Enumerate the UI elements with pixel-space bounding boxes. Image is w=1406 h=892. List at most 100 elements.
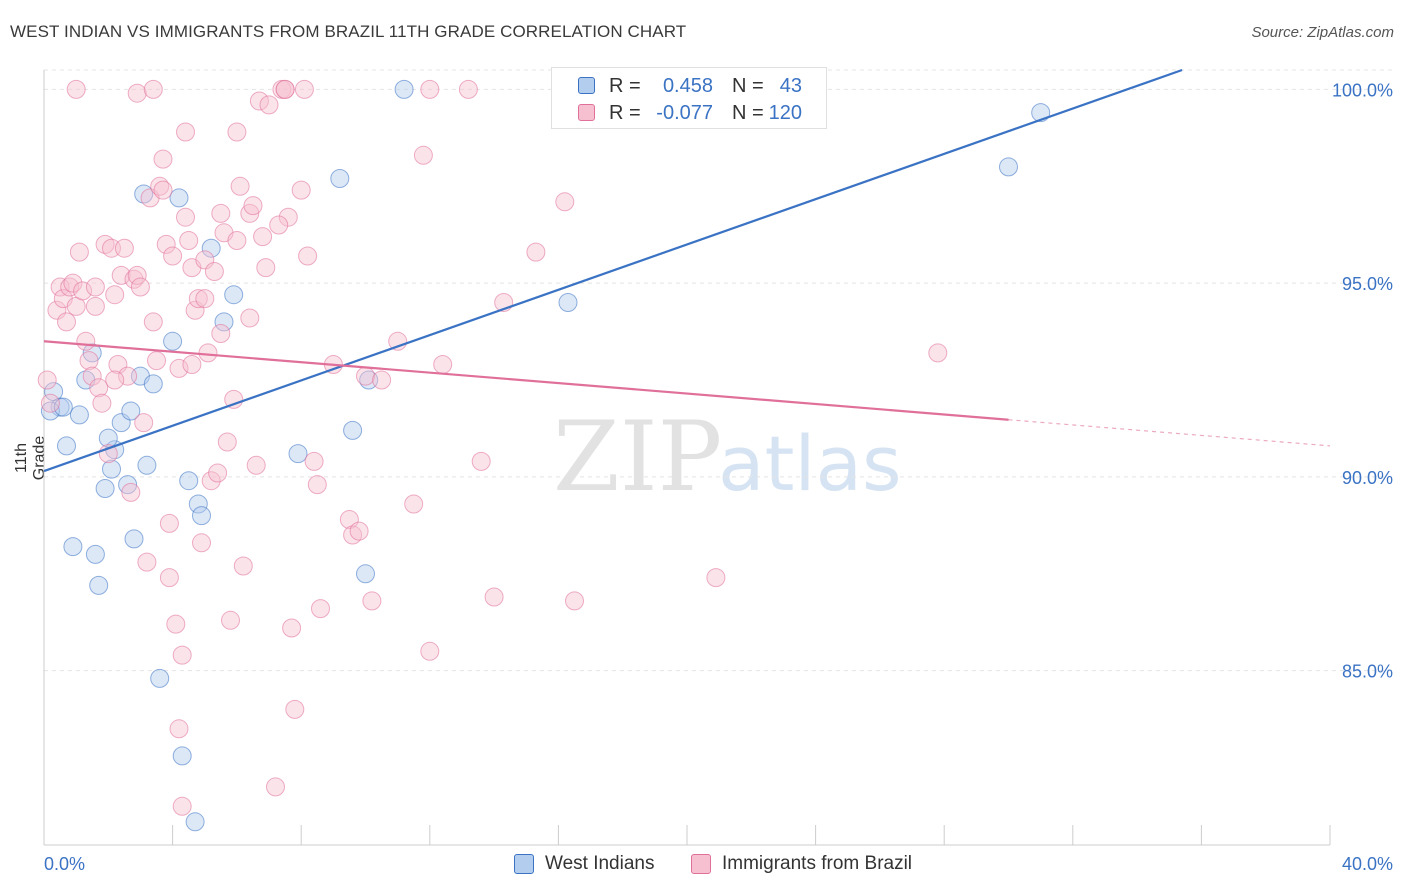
data-point: [105, 285, 125, 305]
data-point: [372, 370, 392, 390]
data-point: [356, 366, 375, 386]
data-point: [57, 436, 76, 456]
data-point: [102, 459, 121, 479]
data-point: [420, 641, 440, 661]
legend-r-label: R =: [609, 75, 641, 97]
source-note: Source: ZipAtlas.com: [1251, 24, 1394, 41]
data-point: [66, 79, 86, 99]
data-point: [224, 285, 244, 305]
bottom-legend-swatch-west-indians: [514, 854, 534, 874]
data-point: [37, 370, 57, 390]
data-point: [82, 366, 102, 386]
data-point: [163, 246, 183, 266]
data-point: [233, 556, 253, 576]
legend-swatch-immigrants-from-brazil: [578, 104, 595, 121]
x-tick-label-max: 40.0%: [1342, 854, 1393, 874]
data-point: [127, 83, 147, 103]
data-point: [127, 265, 147, 285]
legend-n-label: N =: [732, 75, 764, 97]
y-tick-label: 90.0%: [1342, 468, 1393, 488]
data-point: [73, 281, 93, 301]
data-point: [153, 180, 173, 200]
data-point: [201, 238, 221, 258]
bottom-legend: West Indians Immigrants from Brazil: [0, 852, 1406, 878]
data-point: [555, 192, 575, 212]
data-point: [176, 207, 195, 227]
data-point: [201, 471, 221, 491]
data-point: [172, 796, 192, 816]
data-point: [85, 544, 105, 564]
legend-n-label: N =: [732, 102, 764, 124]
data-point: [169, 719, 189, 739]
data-point: [50, 277, 70, 297]
data-point: [221, 610, 240, 630]
data-point: [179, 231, 199, 250]
data-point: [192, 506, 211, 526]
stats-legend: R = 0.458 N = 43 R = -0.077 N = 120: [551, 67, 827, 129]
data-point: [159, 513, 179, 533]
data-point: [278, 207, 298, 227]
data-point: [163, 331, 183, 351]
data-point: [565, 591, 584, 611]
data-point: [349, 521, 369, 541]
data-point: [230, 176, 250, 196]
data-point: [60, 277, 80, 297]
legend-n-value: 120: [768, 102, 802, 124]
data-point: [214, 312, 234, 332]
data-point: [227, 231, 247, 250]
data-point: [192, 533, 211, 553]
data-point: [195, 289, 215, 309]
data-point: [420, 79, 440, 99]
data-point: [89, 575, 109, 595]
data-point: [57, 312, 76, 332]
data-point: [188, 494, 208, 514]
legend-row-west-indians: R = 0.458 N = 43: [552, 73, 826, 100]
legend-r-value: -0.077: [656, 102, 713, 124]
y-tick-label: 95.0%: [1342, 274, 1393, 294]
data-point: [69, 242, 89, 262]
data-point: [282, 618, 302, 638]
legend-r-value: 0.458: [662, 75, 713, 97]
data-point: [159, 568, 179, 588]
data-point: [76, 331, 96, 351]
legend-r-label: R =: [609, 102, 641, 124]
bottom-legend-swatch-immigrants-from-brazil: [691, 854, 711, 874]
data-point: [356, 564, 375, 584]
data-point: [240, 308, 260, 328]
data-point: [63, 537, 83, 557]
data-point: [40, 393, 60, 413]
data-point: [227, 122, 247, 142]
data-point: [266, 777, 285, 797]
data-point: [307, 475, 327, 495]
data-point: [105, 370, 125, 390]
data-point: [147, 351, 166, 371]
data-point: [211, 203, 231, 223]
data-point: [169, 188, 189, 208]
data-point: [89, 378, 109, 398]
data-point: [259, 95, 279, 115]
bottom-legend-label-immigrants-from-brazil: Immigrants from Brazil: [722, 853, 913, 874]
data-point: [243, 196, 263, 216]
data-point: [343, 420, 363, 440]
data-point: [246, 455, 266, 475]
watermark-zip: ZIP: [553, 401, 722, 513]
data-point: [330, 169, 350, 188]
data-point: [291, 180, 311, 200]
data-point: [79, 351, 99, 371]
watermark-atlas: atlas: [718, 419, 902, 508]
data-point: [188, 289, 208, 309]
trend-line-west-indians: [43, 68, 1183, 473]
data-point: [179, 471, 199, 491]
data-point: [134, 413, 154, 433]
data-point: [40, 401, 60, 421]
data-point: [69, 405, 89, 425]
data-point: [130, 277, 150, 297]
data-point: [137, 552, 157, 572]
data-point: [143, 374, 163, 394]
data-point: [204, 262, 224, 281]
data-point: [240, 203, 260, 223]
data-point: [249, 91, 269, 111]
data-point: [706, 568, 726, 588]
data-point: [92, 393, 112, 413]
